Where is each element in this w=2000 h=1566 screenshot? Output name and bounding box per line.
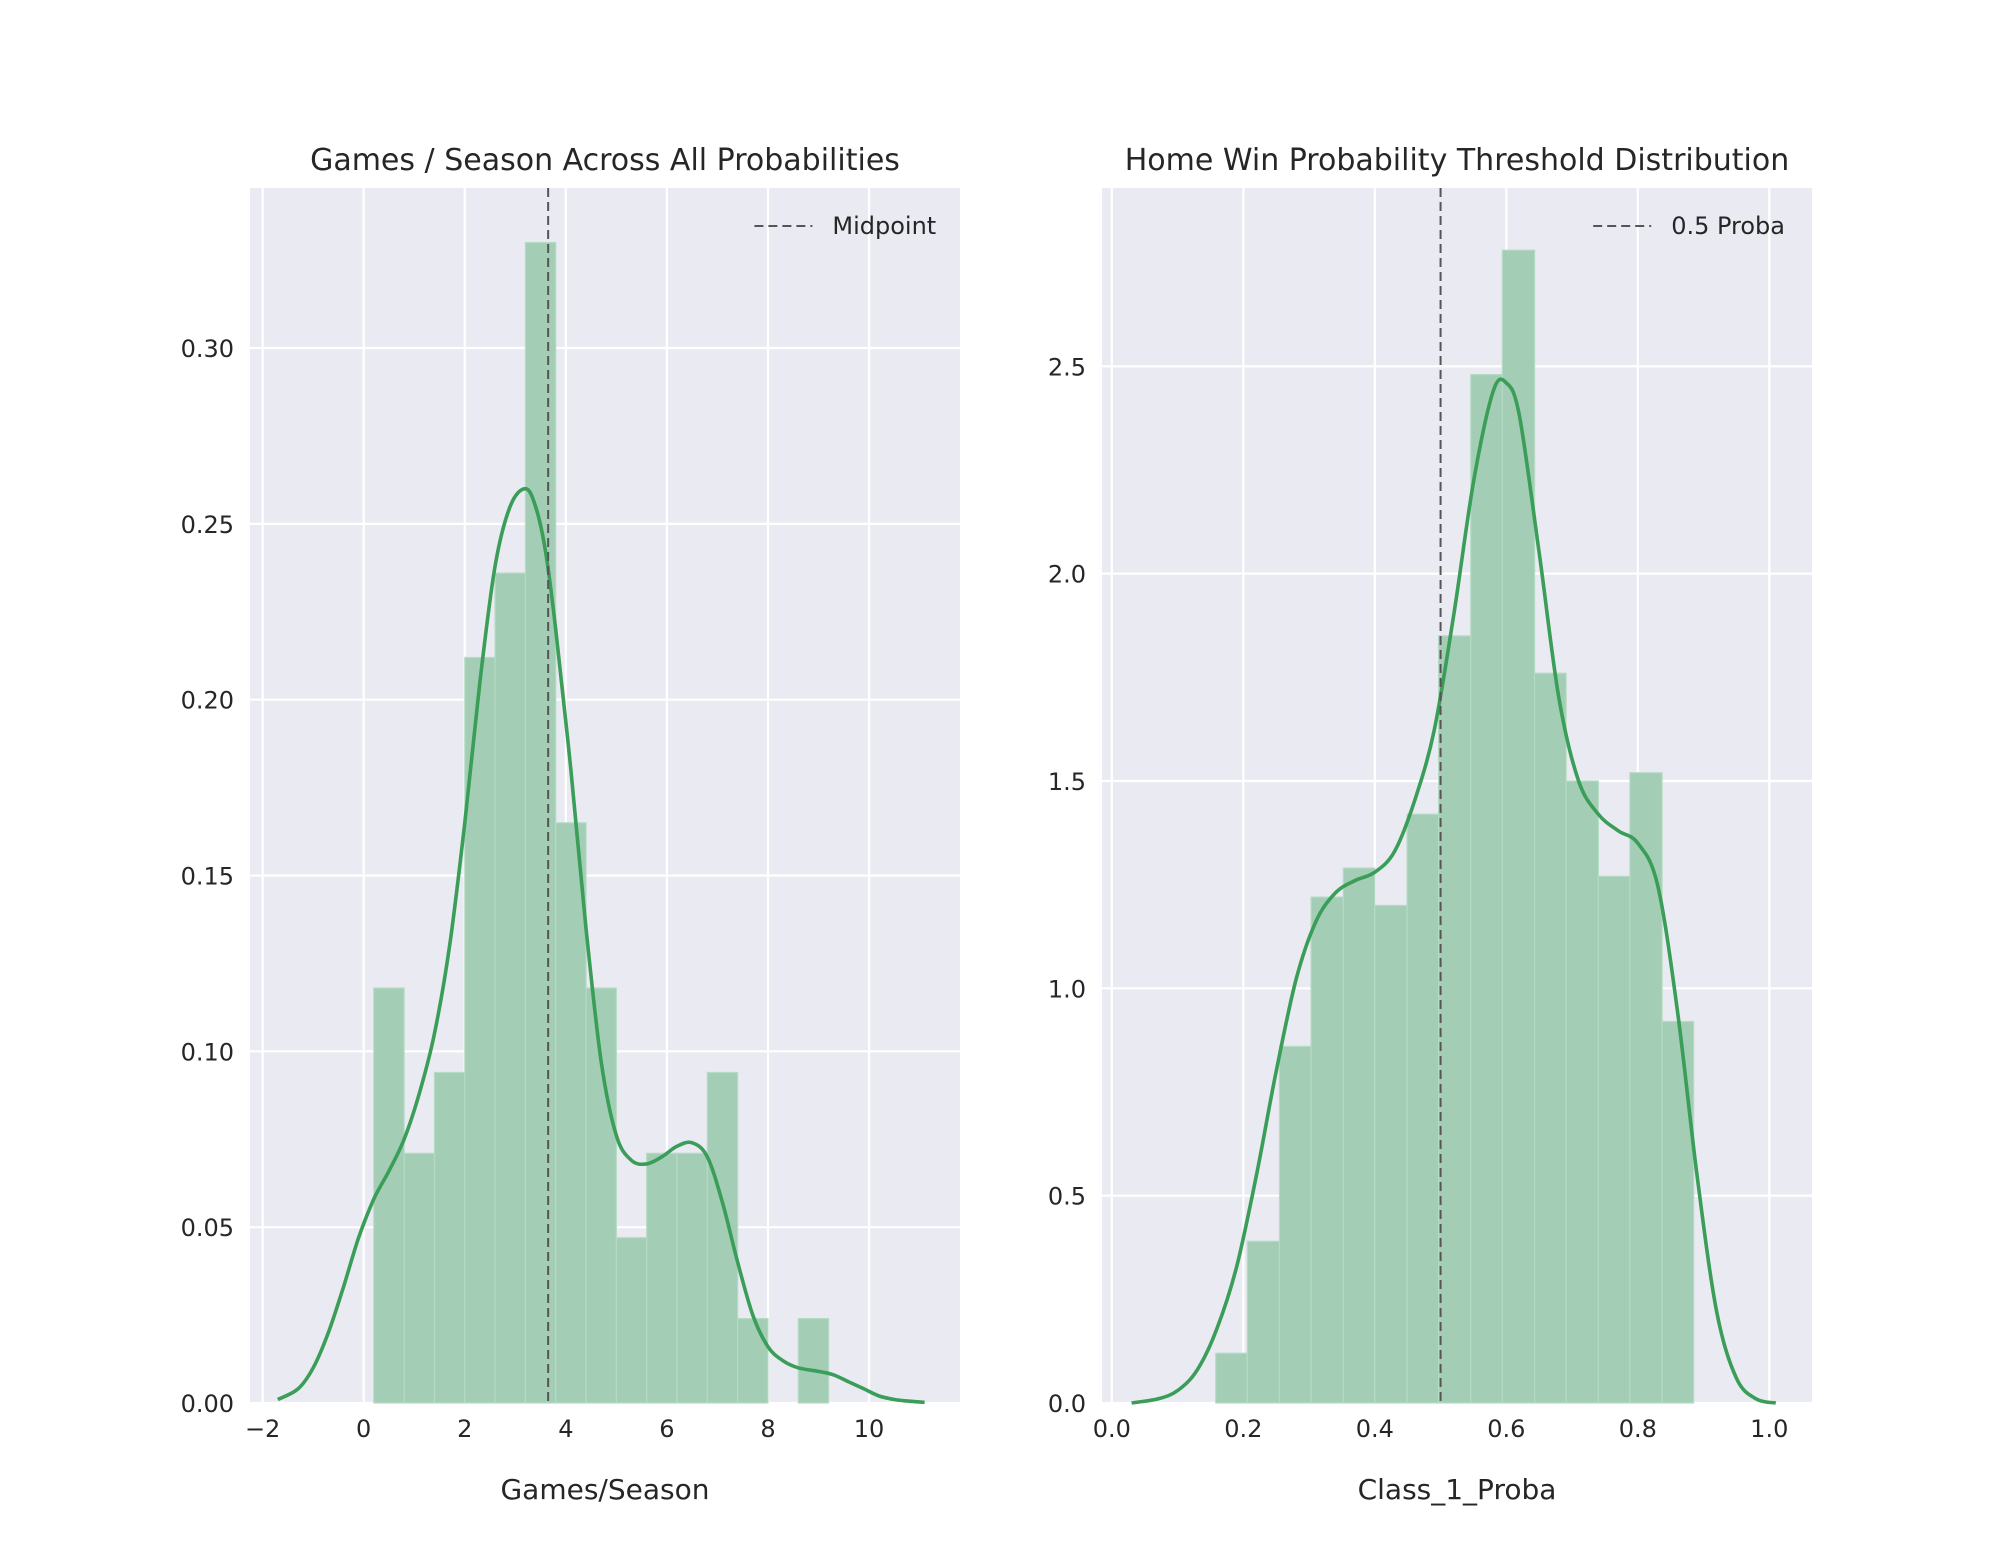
left-legend: Midpoint [754,212,936,240]
right-y-tick-label: 1.0 [1048,975,1086,1003]
left-histogram-bar-13 [737,1318,769,1404]
left-histogram-bar-1 [373,987,405,1404]
right-histogram-bar-1 [1215,1352,1248,1404]
right-x-axis-label: Class_1_Proba [1358,1473,1557,1506]
right-x-tick-labels: 0.0 0.2 0.4 0.6 0.8 1.0 [1093,1415,1789,1443]
left-y-tick-label: 0.20 [181,687,234,715]
left-x-tick-label: 0 [356,1415,371,1443]
left-chart-title: Games / Season Across All Probabilities [310,143,900,178]
right-y-tick-labels: 0.0 0.5 1.0 1.5 2.0 2.5 [1048,353,1086,1418]
right-histogram-bar-4 [1310,896,1344,1404]
right-y-tick-label: 2.0 [1048,561,1086,589]
left-x-tick-label: 8 [760,1415,775,1443]
right-subplot: 0.0 0.2 0.4 0.6 0.8 1.0 0.0 0.5 1.0 1.5 2.0 2.5 Ho… [1048,143,1812,1506]
left-y-tick-label: 0.00 [181,1390,234,1418]
right-x-tick-label: 0.6 [1487,1415,1525,1443]
right-histogram-bar-8 [1437,635,1472,1404]
right-x-tick-label: 0.0 [1093,1415,1131,1443]
left-y-tick-label: 0.30 [181,335,234,363]
left-x-tick-label: 10 [854,1415,885,1443]
right-x-tick-label: 0.8 [1619,1415,1657,1443]
left-histogram-bar-5 [494,572,527,1404]
left-histogram-bar-10 [646,1152,678,1404]
left-x-tick-label: 4 [558,1415,573,1443]
right-histogram-bars [1215,249,1695,1404]
right-histogram-bar-11 [1533,672,1567,1404]
left-histogram-bar-15 [797,1318,830,1404]
right-histogram-bar-14 [1629,772,1663,1404]
left-histogram-bar-3 [433,1071,466,1404]
right-y-tick-label: 2.5 [1048,353,1086,381]
left-subplot: −2 0 2 4 6 8 10 0.00 0.05 0.10 0.15 0.20 0.25 0.30 G… [181,143,960,1506]
left-y-tick-label: 0.15 [181,863,234,891]
right-x-tick-label: 0.2 [1224,1415,1262,1443]
left-x-tick-label: −2 [245,1415,280,1443]
right-histogram-bar-10 [1501,249,1536,1404]
left-kde-curve [276,486,925,1405]
right-x-tick-label: 0.4 [1356,1415,1394,1443]
right-chart-title: Home Win Probability Threshold Distribut… [1125,143,1790,178]
left-histogram-bar-9 [615,1237,648,1404]
left-histogram-bar-2 [403,1152,436,1404]
right-x-tick-label: 1.0 [1750,1415,1788,1443]
left-y-tick-labels: 0.00 0.05 0.10 0.15 0.20 0.25 0.30 [181,335,234,1418]
right-legend: 0.5 Proba [1593,212,1785,240]
left-histogram-bar-11 [676,1152,708,1404]
right-histogram-bar-12 [1565,780,1599,1404]
right-y-tick-label: 1.5 [1048,768,1086,796]
left-x-tick-labels: −2 0 2 4 6 8 10 [245,1415,884,1443]
left-y-tick-label: 0.05 [181,1214,234,1242]
left-x-tick-label: 2 [457,1415,472,1443]
right-histogram-bar-15 [1661,1020,1695,1404]
right-y-tick-label: 0.5 [1048,1183,1086,1211]
right-y-tick-label: 0.0 [1048,1390,1086,1418]
right-histogram-bar-9 [1470,374,1503,1404]
right-histogram-bar-6 [1374,904,1408,1404]
right-histogram-bar-7 [1406,813,1440,1404]
right-histogram-bar-5 [1342,867,1376,1404]
right-histogram-bar-3 [1278,1045,1312,1404]
right-kde-curve [1131,377,1777,1405]
right-histogram-bar-13 [1597,875,1631,1404]
right-histogram-bar-2 [1246,1240,1281,1404]
right-legend-label: 0.5 Proba [1671,212,1785,240]
left-histogram-bar-7 [555,822,587,1404]
left-x-axis-label: Games/Season [500,1473,709,1506]
left-legend-label: Midpoint [832,212,936,240]
left-y-tick-label: 0.25 [181,511,234,539]
left-y-tick-label: 0.10 [181,1038,234,1066]
left-x-tick-label: 6 [659,1415,674,1443]
left-histogram-bar-6 [524,241,557,1404]
